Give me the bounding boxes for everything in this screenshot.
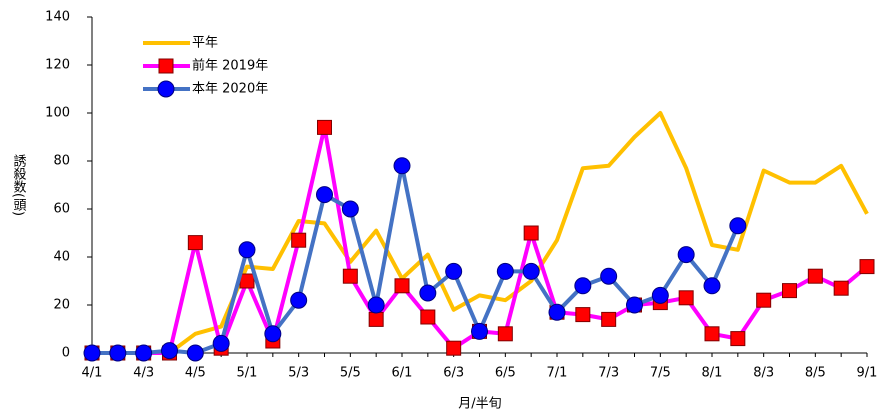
series-marker (522, 262, 540, 280)
series-marker (212, 334, 230, 352)
series-marker (859, 259, 875, 275)
series-marker (187, 235, 203, 251)
series-marker (626, 296, 643, 314)
series-marker (186, 344, 204, 362)
series-marker (782, 283, 797, 299)
x-tick-label: 6/1 (392, 366, 413, 381)
y-tick-label: 40 (53, 250, 70, 265)
series-marker (574, 277, 592, 295)
series-marker (109, 344, 127, 362)
x-tick-label: 5/3 (288, 366, 309, 381)
x-tick-label: 4/3 (133, 366, 154, 381)
series-marker (523, 225, 539, 241)
x-tick-label: 7/3 (598, 366, 619, 381)
series-marker (316, 186, 333, 204)
series-marker (730, 331, 746, 347)
legend-label: 平年 (192, 36, 218, 51)
y-tick-label: 60 (53, 202, 70, 217)
y-tick-label: 20 (53, 298, 70, 313)
y-axis-label: 誘殺数(頭) (11, 154, 27, 216)
series-marker (135, 344, 153, 362)
x-tick-label: 8/1 (702, 366, 723, 381)
y-tick-label: 0 (62, 346, 70, 361)
x-tick-label: 9/1 (857, 366, 878, 381)
series-marker (678, 290, 694, 306)
series-marker (394, 278, 410, 294)
series-marker (704, 326, 720, 342)
series-marker (703, 277, 721, 295)
series-marker (446, 340, 462, 356)
series-marker (548, 303, 566, 321)
series-marker (368, 311, 384, 327)
legend-label: 前年 2019年 (192, 58, 268, 74)
series-marker (161, 342, 178, 360)
series-marker (575, 307, 591, 323)
series-marker (238, 241, 256, 259)
series-marker (445, 262, 463, 280)
series-marker (342, 268, 358, 284)
x-tick-label: 4/1 (82, 366, 103, 381)
series-marker (601, 311, 617, 327)
series-marker (600, 267, 618, 285)
series-marker (419, 284, 437, 302)
x-tick-label: 4/5 (185, 366, 206, 381)
y-tick-label: 120 (45, 58, 70, 73)
series-marker (651, 286, 669, 304)
series-marker (317, 119, 332, 135)
series-line (92, 125, 869, 355)
x-tick-label: 6/5 (495, 366, 516, 381)
series-marker (677, 246, 695, 264)
y-tick-label: 80 (53, 154, 70, 169)
legend-label: 本年 2020年 (192, 82, 268, 97)
series-marker (341, 200, 359, 218)
series-marker (420, 309, 436, 325)
series-marker (807, 268, 823, 284)
series-line (92, 111, 869, 355)
x-tick-label: 7/5 (650, 366, 671, 381)
x-axis-label: 月/半旬 (458, 397, 501, 412)
y-tick-label: 100 (45, 106, 70, 121)
series-marker (729, 217, 747, 235)
series-line (92, 163, 740, 355)
y-tick-label: 140 (45, 10, 70, 25)
legend-marker (158, 58, 174, 74)
series-marker (83, 344, 101, 362)
x-tick-label: 8/5 (805, 366, 826, 381)
x-tick-label: 6/3 (443, 366, 464, 381)
x-tick-label: 7/1 (547, 366, 568, 381)
x-tick-label: 8/3 (753, 366, 774, 381)
series-marker (239, 273, 255, 289)
series-marker (291, 232, 307, 248)
series-marker (367, 296, 385, 314)
x-tick-label: 5/5 (340, 366, 361, 381)
series-marker (496, 262, 514, 280)
legend-marker (157, 80, 175, 98)
series-marker (393, 157, 411, 175)
series-marker (756, 292, 772, 308)
series-marker (290, 291, 308, 309)
series-marker (471, 322, 488, 340)
x-tick-label: 5/1 (237, 366, 258, 381)
series-marker (833, 280, 849, 296)
series-marker (264, 325, 282, 343)
series-marker (497, 326, 513, 342)
